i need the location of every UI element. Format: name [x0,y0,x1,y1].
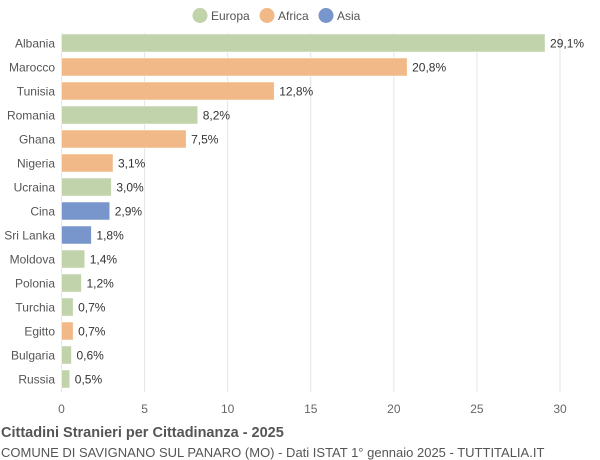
bar [61,105,199,125]
data-label: 0,5% [75,373,103,387]
bar [61,129,187,149]
bar [61,273,82,293]
x-tick-label: 10 [221,402,235,416]
y-tick-label: Moldova [10,253,56,267]
data-label: 29,1% [550,37,584,51]
x-tick-label: 30 [553,402,567,416]
legend-marker [318,8,334,23]
y-tick-label: Nigeria [17,157,55,171]
data-label: 20,8% [412,61,446,75]
y-tick-label: Albania [15,37,55,51]
y-tick-label: Polonia [15,277,55,291]
data-label: 1,4% [90,253,118,267]
data-label: 1,2% [86,277,114,291]
x-tick-label: 15 [304,402,318,416]
y-tick-label: Egitto [24,325,55,339]
bar [61,177,112,197]
bar [61,33,546,53]
bar [61,81,275,101]
y-tick-label: Russia [18,373,55,387]
legend-label: Europa [211,9,250,23]
y-tick-label: Cina [30,205,55,219]
legend-marker [259,8,275,23]
bar [61,321,74,341]
y-tick-label: Bulgaria [11,349,55,363]
legend-label: Africa [278,9,309,23]
data-label: 0,7% [78,325,106,339]
bar [61,201,110,221]
bar [61,57,408,77]
data-label: 0,6% [76,349,104,363]
y-tick-label: Ghana [19,133,55,147]
bar [61,225,92,245]
data-label: 0,7% [78,301,106,315]
y-tick-label: Marocco [9,61,55,75]
legend-label: Asia [337,9,361,23]
x-tick-label: 5 [141,402,148,416]
y-tick-label: Turchia [15,301,55,315]
chart-title: Cittadini Stranieri per Cittadinanza - 2… [1,425,284,441]
y-tick-label: Ucraina [14,181,56,195]
bar-chart: 0 5 10 15 20 25 30 Albania 29,1% Marocco 20,8% Tuni… [4,8,584,416]
data-label: 3,0% [116,181,144,195]
y-tick-label: Sri Lanka [4,229,55,243]
legend-marker [192,8,208,23]
x-tick-label: 25 [470,402,484,416]
bar [61,369,71,389]
x-tick-label: 0 [58,402,65,416]
data-label: 3,1% [118,157,146,171]
x-tick-label: 20 [387,402,401,416]
bar [61,345,72,365]
bar [61,153,114,173]
data-label: 12,8% [279,85,313,99]
data-label: 2,9% [115,205,143,219]
data-label: 8,2% [203,109,231,123]
bar [61,249,86,269]
data-label: 1,8% [96,229,124,243]
chart-subtitle: COMUNE DI SAVIGNANO SUL PANARO (MO) - Da… [1,445,545,460]
y-tick-label: Tunisia [17,85,56,99]
bar [61,297,74,317]
data-label: 7,5% [191,133,219,147]
y-tick-label: Romania [7,109,55,123]
